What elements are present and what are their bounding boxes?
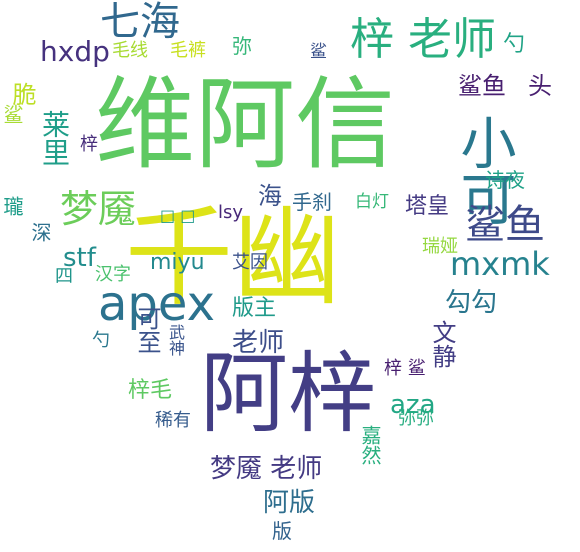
- word-weiaxin: 维阿信: [95, 66, 395, 183]
- word-zi: 梓: [80, 134, 98, 155]
- word-zimao: 梓毛: [128, 378, 173, 403]
- word-banzhu: 版主: [232, 296, 277, 321]
- word-baideng: 白灯: [355, 192, 389, 212]
- word-tou: 头: [528, 72, 552, 100]
- word-sha-2: 鲨: [0, 104, 24, 124]
- word-mxmk: mxmk: [450, 245, 550, 283]
- word-wenjing: 文静: [428, 320, 456, 368]
- word-azi: 阿梓: [200, 342, 377, 445]
- word-hai: 海: [258, 182, 282, 210]
- word-aza: aza: [390, 390, 436, 420]
- word-stf: stf: [63, 243, 96, 273]
- word-ruiya: 瑞娅: [422, 236, 458, 257]
- word-mengyan-laoshi: 梦魇 老师: [210, 454, 323, 484]
- word-ban: 版: [272, 519, 292, 543]
- word-mi: 弥: [232, 34, 252, 58]
- word-tahuang: 塔皇: [405, 194, 450, 219]
- word-hxdp: hxdp: [40, 35, 110, 68]
- word-boxes: □ □: [160, 206, 196, 225]
- word-sha: 鲨: [310, 42, 327, 62]
- word-zi-sha: 梓 鲨: [384, 358, 426, 379]
- word-shao: 勺: [503, 32, 526, 57]
- word-apex: apex: [98, 276, 215, 332]
- word-cui: 脆: [8, 82, 36, 106]
- word-shayu-2: 鲨鱼: [458, 72, 506, 100]
- word-mimi: 弥弥: [398, 408, 434, 429]
- word-zi-laoshi: 梓 老师: [350, 14, 496, 65]
- word-shiye: 诗夜: [485, 168, 525, 192]
- word-mengyan: 梦魇: [60, 187, 137, 231]
- word-maoku: 毛裤: [170, 40, 206, 61]
- word-shao-2: 勺: [92, 330, 110, 351]
- word-laoshi: 老师: [232, 328, 285, 358]
- word-lsy: lsy: [218, 202, 244, 223]
- word-aban: 阿版: [263, 488, 316, 518]
- word-qianyou: 千幽: [125, 196, 342, 321]
- word-aiyin: 艾因: [232, 252, 268, 273]
- word-long: 瓏: [0, 196, 24, 216]
- word-jiaran: 嘉然: [358, 425, 382, 465]
- word-miyu: miyu: [150, 250, 205, 275]
- word-xiaoke: 小可: [451, 114, 516, 226]
- word-qihai: 七海: [100, 0, 180, 45]
- word-gougou: 勾勾: [445, 288, 498, 318]
- word-maoxian: 毛线: [112, 40, 148, 61]
- word-wushen: 武神: [166, 324, 185, 356]
- word-shousha: 手刹: [292, 190, 332, 214]
- word-shen: 深: [28, 222, 52, 242]
- word-kezhi: 可至: [133, 306, 161, 354]
- word-xiyou: 稀有: [155, 410, 191, 431]
- word-laili: 莱里: [38, 110, 71, 166]
- word-hanzi: 汉字: [95, 264, 131, 285]
- word-shayu: 鲨鱼: [465, 202, 545, 248]
- word-si: 四: [55, 266, 73, 287]
